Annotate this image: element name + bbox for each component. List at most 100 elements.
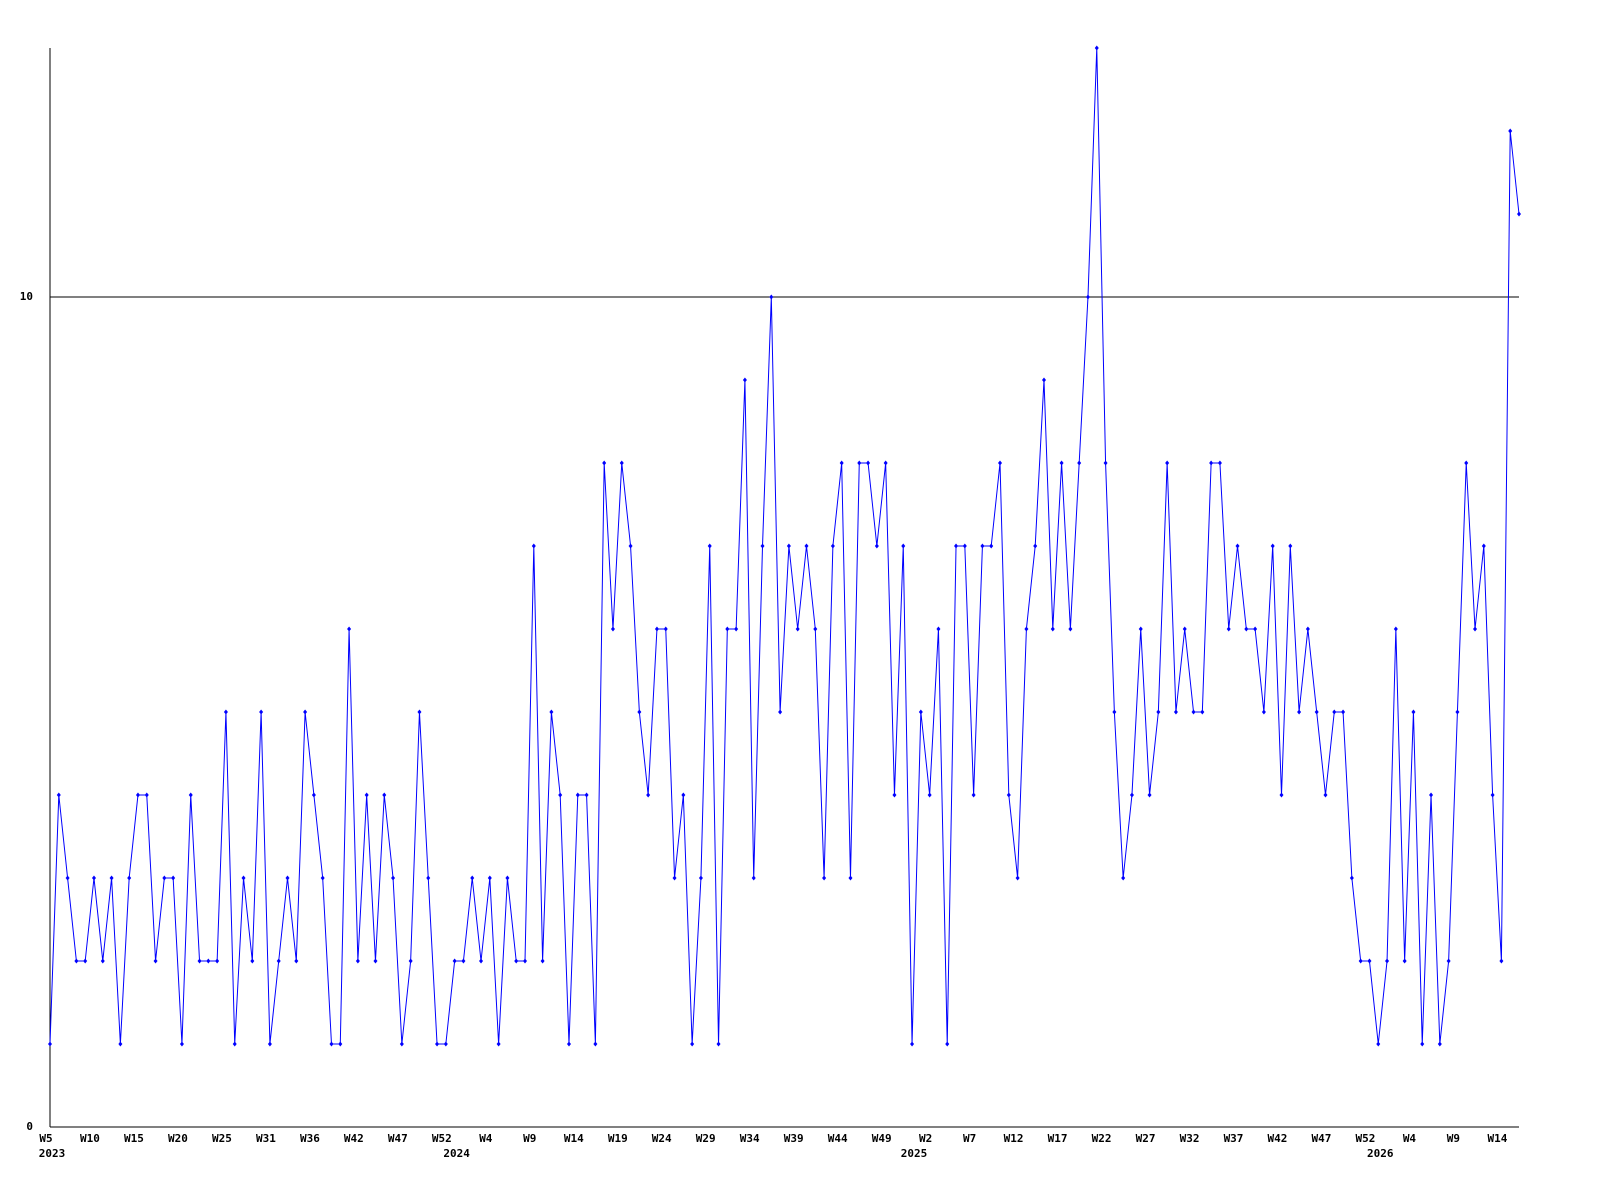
data-point [778, 709, 783, 715]
data-point [822, 875, 827, 881]
data-point [1147, 792, 1152, 798]
data-point [760, 543, 765, 549]
x-tick-label: W4 [479, 1132, 493, 1145]
data-point [646, 792, 651, 798]
data-point [1226, 626, 1231, 632]
data-point [558, 792, 563, 798]
data-point [294, 958, 299, 964]
data-point [118, 1041, 123, 1047]
x-tick-label: W2 [919, 1132, 932, 1145]
data-point [91, 875, 96, 881]
data-point [355, 958, 360, 964]
x-tick-label: W37 [1224, 1132, 1244, 1145]
data-point [1420, 1041, 1425, 1047]
data-point [998, 460, 1003, 466]
data-point [1033, 543, 1038, 549]
x-tick-label: W4 [1403, 1132, 1417, 1145]
x-tick-label: W9 [1447, 1132, 1460, 1145]
data-point [584, 792, 589, 798]
data-point [1235, 543, 1240, 549]
data-point [1244, 626, 1249, 632]
data-point [1464, 460, 1469, 466]
data-point [1041, 377, 1046, 383]
data-point [1006, 792, 1011, 798]
data-point [65, 875, 70, 881]
data-point [716, 1041, 721, 1047]
data-point [813, 626, 818, 632]
data-point [1288, 543, 1293, 549]
data-point [742, 377, 747, 383]
x-tick-label: W10 [80, 1132, 100, 1145]
data-point [1068, 626, 1073, 632]
data-point [857, 460, 862, 466]
data-point [690, 1041, 695, 1047]
data-point [1402, 958, 1407, 964]
data-point [971, 792, 976, 798]
x-tick-label: W20 [168, 1132, 188, 1145]
data-point [1437, 1041, 1442, 1047]
data-point [1455, 709, 1460, 715]
data-point [936, 626, 941, 632]
x-tick-label: W36 [300, 1132, 320, 1145]
data-point [663, 626, 668, 632]
data-point [1385, 958, 1390, 964]
data-point [962, 543, 967, 549]
data-point [1191, 709, 1196, 715]
data-point [479, 958, 484, 964]
data-point [734, 626, 739, 632]
data-point [540, 958, 545, 964]
data-point [1050, 626, 1055, 632]
data-point [681, 792, 686, 798]
data-point [1367, 958, 1372, 964]
data-point [698, 875, 703, 881]
data-point [417, 709, 422, 715]
data-line [49, 47, 1520, 1045]
data-point [945, 1041, 950, 1047]
data-point [1279, 792, 1284, 798]
data-point [566, 1041, 571, 1047]
x-tick-label: W12 [1004, 1132, 1024, 1145]
x-tick-label: W19 [608, 1132, 628, 1145]
data-point [452, 958, 457, 964]
data-point [804, 543, 809, 549]
data-point [232, 1041, 237, 1047]
x-tick-label: W44 [828, 1132, 848, 1145]
data-point [250, 958, 255, 964]
data-point [619, 460, 624, 466]
data-point [83, 958, 88, 964]
data-point [1314, 709, 1319, 715]
data-point [1473, 626, 1478, 632]
data-point [1499, 958, 1504, 964]
data-point [725, 626, 730, 632]
x-tick-label: W24 [652, 1132, 672, 1145]
data-point [399, 1041, 404, 1047]
data-point [672, 875, 677, 881]
x-tick-label: W34 [740, 1132, 760, 1145]
data-point [285, 875, 290, 881]
x-tick-label: W39 [784, 1132, 804, 1145]
data-point [338, 1041, 343, 1047]
data-point [786, 543, 791, 549]
data-point [329, 1041, 334, 1047]
data-point [654, 626, 659, 632]
x-year-label: 2025 [901, 1147, 928, 1160]
data-point [127, 875, 132, 881]
data-point [892, 792, 897, 798]
data-point [874, 543, 879, 549]
data-point [1209, 460, 1214, 466]
data-point [408, 958, 413, 964]
data-point [382, 792, 387, 798]
data-point [1138, 626, 1143, 632]
data-point [179, 1041, 184, 1047]
data-point [769, 294, 774, 300]
data-point [443, 1041, 448, 1047]
data-point [1429, 792, 1434, 798]
data-point [1358, 958, 1363, 964]
data-point [980, 543, 985, 549]
x-tick-label: W31 [256, 1132, 276, 1145]
data-point [628, 543, 633, 549]
data-point [610, 626, 615, 632]
data-point [1411, 709, 1416, 715]
x-year-label: 2026 [1367, 1147, 1394, 1160]
x-tick-label: W22 [1092, 1132, 1112, 1145]
